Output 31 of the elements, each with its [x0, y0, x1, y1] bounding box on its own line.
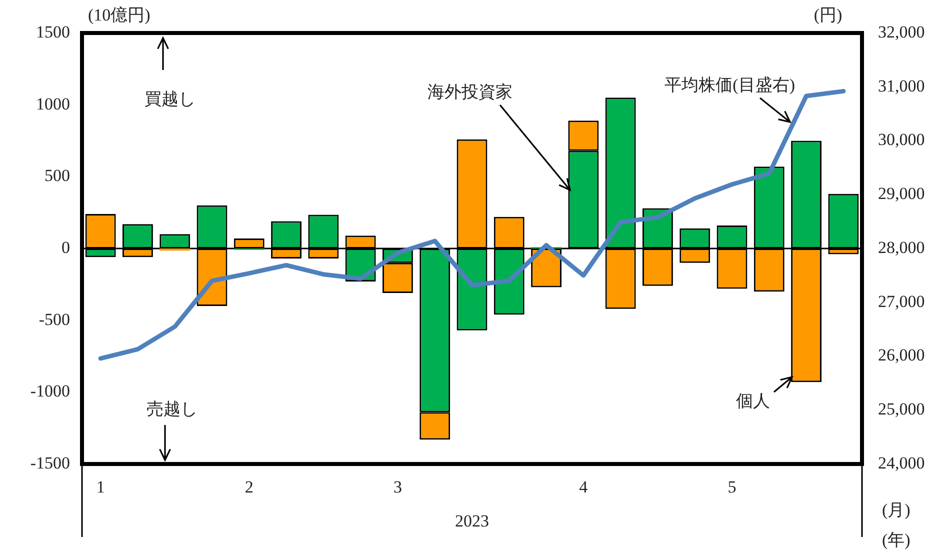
x-tick-label: 1	[96, 478, 105, 497]
y2-tick-label: 26,000	[878, 346, 925, 365]
text: 海外投資家	[428, 82, 512, 102]
x-tick-label: 5	[728, 478, 736, 497]
y2-tick-label: 28,000	[878, 238, 925, 257]
y2-tick-label: 25,000	[878, 400, 925, 419]
annotation: 売越し	[146, 399, 198, 418]
x-axis-title: (月)	[882, 500, 910, 520]
y2-tick-label: 29,000	[878, 184, 925, 204]
x-tick-label: 3	[393, 478, 402, 497]
y2-tick-label: 32,000	[878, 22, 925, 42]
y2-tick-label: 31,000	[878, 76, 925, 96]
y2-tick-label: 27,000	[878, 292, 925, 311]
text: (年)	[882, 530, 910, 550]
y2-tick-label: 30,000	[878, 130, 925, 150]
x-tick-label: 2	[244, 478, 254, 497]
text: 2023	[455, 511, 489, 530]
y2-axis-title: (円)	[814, 5, 842, 24]
y-tick-label: 500	[44, 166, 70, 186]
series-label: 個人	[736, 391, 770, 410]
y-tick-label: 0	[62, 238, 70, 257]
annotation: 買越し	[144, 89, 196, 108]
y-tick-label: -500	[38, 310, 70, 329]
series-label: 平均株価(目盛右)	[664, 75, 795, 94]
x-tick-label: 4	[579, 478, 588, 497]
y-axis-title: (10億円)	[88, 5, 150, 24]
y-tick-label: -1000	[30, 382, 70, 401]
y-tick-label: 1000	[36, 94, 70, 114]
y-tick-label: 1500	[36, 22, 70, 42]
y-tick-label: -1500	[30, 453, 70, 472]
y2-tick-label: 24,000	[878, 453, 925, 472]
